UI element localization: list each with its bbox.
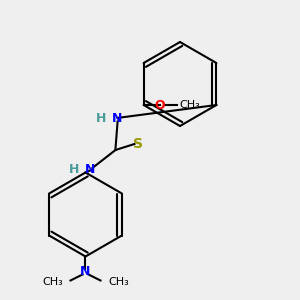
Text: H: H: [69, 163, 80, 176]
Text: CH₃: CH₃: [108, 277, 129, 287]
Text: N: N: [80, 265, 91, 278]
Text: O: O: [155, 98, 165, 112]
Text: CH₃: CH₃: [42, 277, 63, 287]
Text: N: N: [112, 112, 123, 125]
Text: H: H: [96, 112, 106, 125]
Text: CH₃: CH₃: [180, 100, 200, 110]
Text: S: S: [133, 137, 143, 151]
Text: N: N: [85, 163, 96, 176]
